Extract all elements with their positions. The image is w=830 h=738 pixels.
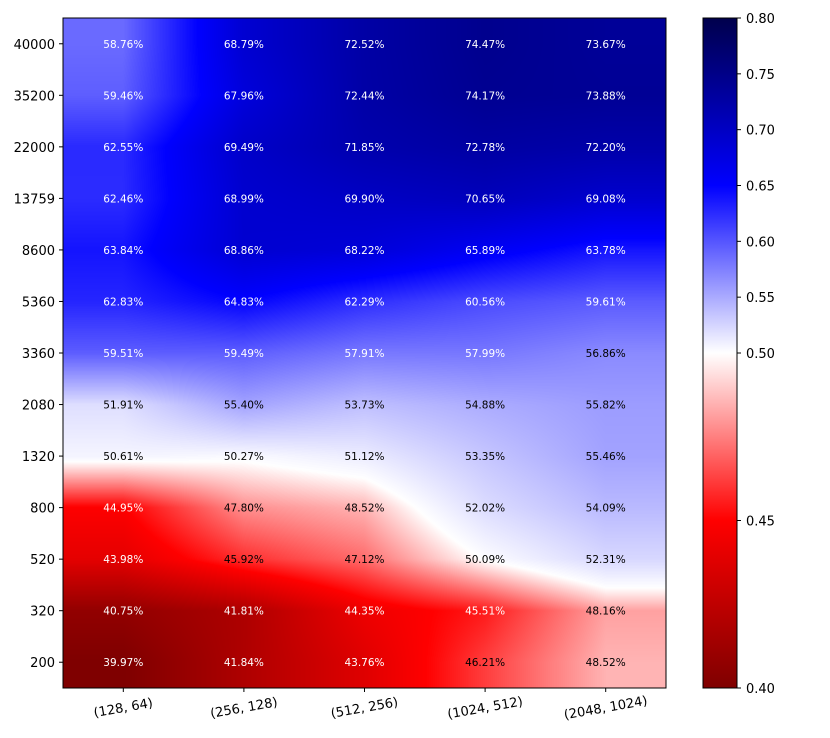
- y-tick-label: 13759: [14, 192, 55, 207]
- cell-label: 41.81%: [224, 606, 264, 618]
- cell-label: 50.61%: [103, 451, 143, 463]
- cell-label: 55.82%: [586, 400, 626, 412]
- colorbar-tick-label: 0.70: [746, 124, 775, 139]
- cell-label: 41.84%: [224, 657, 264, 669]
- cell-label: 59.51%: [103, 348, 143, 360]
- x-tick-label: (1024, 512): [446, 694, 524, 722]
- cell-label: 67.96%: [224, 90, 264, 102]
- colorbar-tick-label: 0.45: [746, 515, 775, 530]
- cell-label: 56.86%: [586, 348, 626, 360]
- x-tick-label: (256, 128): [209, 695, 279, 722]
- cell-label: 47.80%: [224, 503, 264, 515]
- heatmap-surface: [63, 18, 666, 688]
- colorbar-tick-label: 0.40: [746, 682, 775, 697]
- cell-label: 57.91%: [344, 348, 384, 360]
- cell-label: 63.78%: [586, 245, 626, 257]
- cell-label: 69.08%: [586, 193, 626, 205]
- cell-label: 60.56%: [465, 296, 505, 308]
- cell-label: 72.20%: [586, 142, 626, 154]
- cell-label: 62.29%: [344, 296, 384, 308]
- cell-label: 68.22%: [344, 245, 384, 257]
- cell-label: 72.52%: [344, 39, 384, 51]
- colorbar: 0.40 0.45 0.50 0.55 0.60 0.65 0.70 0.75 0.80: [702, 12, 775, 697]
- y-tick-label: 5360: [22, 295, 55, 310]
- cell-label: 39.97%: [103, 657, 143, 669]
- colorbar-tick-label: 0.75: [746, 68, 775, 83]
- cell-label: 68.99%: [224, 193, 264, 205]
- cell-label: 51.12%: [344, 451, 384, 463]
- y-tick-label: 200: [30, 656, 55, 671]
- y-tick-label: 35200: [14, 89, 55, 104]
- cell-label: 45.92%: [224, 554, 264, 566]
- y-tick-label: 8600: [22, 244, 55, 259]
- cell-label: 50.09%: [465, 554, 505, 566]
- y-tick-label: 320: [30, 605, 55, 620]
- y-tick-label: 520: [30, 553, 55, 568]
- cell-label: 53.35%: [465, 451, 505, 463]
- cell-label: 58.76%: [103, 39, 143, 51]
- y-tick-label: 800: [30, 502, 55, 517]
- cell-label: 45.51%: [465, 606, 505, 618]
- x-tick-label: (2048, 1024): [563, 694, 649, 723]
- cell-label: 62.83%: [103, 296, 143, 308]
- cell-label: 68.86%: [224, 245, 264, 257]
- colorbar-tick-label: 0.80: [746, 12, 775, 27]
- cell-label: 63.84%: [103, 245, 143, 257]
- cell-label: 69.49%: [224, 142, 264, 154]
- cell-label: 62.46%: [103, 193, 143, 205]
- cell-label: 55.46%: [586, 451, 626, 463]
- cell-label: 48.52%: [344, 503, 384, 515]
- cell-label: 59.46%: [103, 90, 143, 102]
- cell-label: 51.91%: [103, 400, 143, 412]
- cell-label: 47.12%: [344, 554, 384, 566]
- y-tick-label: 1320: [22, 450, 55, 465]
- cell-label: 69.90%: [344, 193, 384, 205]
- cell-label: 46.21%: [465, 657, 505, 669]
- cell-label: 54.88%: [465, 400, 505, 412]
- cell-label: 74.17%: [465, 90, 505, 102]
- cell-labels: 58.76% 68.79% 72.52% 74.47% 73.67% 59.46% 67.9…: [103, 39, 625, 669]
- y-tick-label: 22000: [14, 141, 55, 156]
- cell-label: 44.95%: [103, 503, 143, 515]
- cell-label: 74.47%: [465, 39, 505, 51]
- cell-label: 48.52%: [586, 657, 626, 669]
- cell-label: 40.75%: [103, 606, 143, 618]
- cell-label: 50.27%: [224, 451, 264, 463]
- cell-label: 65.89%: [465, 245, 505, 257]
- cell-label: 73.67%: [586, 39, 626, 51]
- heatmap-image: [63, 18, 666, 688]
- cell-label: 57.99%: [465, 348, 505, 360]
- cell-label: 55.40%: [224, 400, 264, 412]
- y-tick-label: 2080: [22, 399, 55, 414]
- cell-label: 53.73%: [344, 400, 384, 412]
- colorbar-tick-label: 0.65: [746, 180, 775, 195]
- cell-label: 43.76%: [344, 657, 384, 669]
- cell-label: 44.35%: [344, 606, 384, 618]
- cell-label: 72.78%: [465, 142, 505, 154]
- cell-label: 52.31%: [586, 554, 626, 566]
- cell-label: 71.85%: [344, 142, 384, 154]
- cell-label: 72.44%: [344, 90, 384, 102]
- colorbar-tick-label: 0.55: [746, 291, 775, 306]
- y-tick-label: 3360: [22, 347, 55, 362]
- cell-label: 59.49%: [224, 348, 264, 360]
- x-tick-label: (512, 256): [330, 695, 400, 722]
- cell-label: 52.02%: [465, 503, 505, 515]
- cell-label: 73.88%: [586, 90, 626, 102]
- colorbar-tick-label: 0.60: [746, 235, 775, 250]
- cell-label: 54.09%: [586, 503, 626, 515]
- cell-label: 70.65%: [465, 193, 505, 205]
- colorbar-tick-label: 0.50: [746, 347, 775, 362]
- colorbar-gradient: [702, 17, 738, 689]
- cell-label: 59.61%: [586, 296, 626, 308]
- cell-label: 64.83%: [224, 296, 264, 308]
- cell-label: 43.98%: [103, 554, 143, 566]
- x-tick-label: (128, 64): [93, 696, 154, 721]
- y-tick-label: 40000: [14, 38, 55, 53]
- cell-label: 62.55%: [103, 142, 143, 154]
- cell-label: 68.79%: [224, 39, 264, 51]
- cell-label: 48.16%: [586, 606, 626, 618]
